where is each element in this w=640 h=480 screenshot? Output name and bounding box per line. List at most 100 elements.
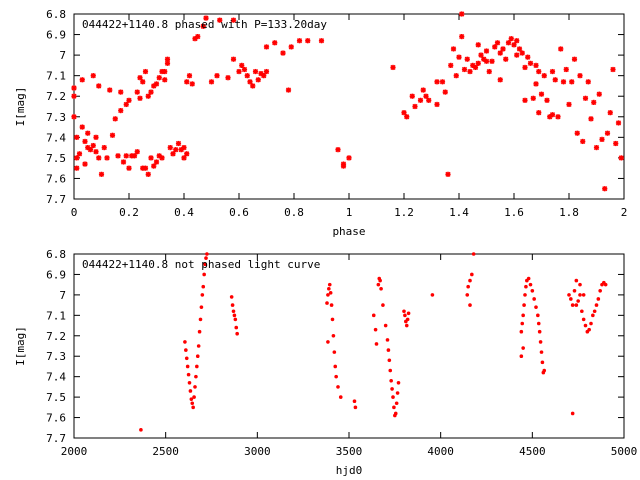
data-point <box>471 252 476 256</box>
data-point <box>374 342 379 346</box>
data-point <box>519 50 525 56</box>
data-point <box>378 278 382 283</box>
data-point <box>327 282 332 287</box>
data-point <box>538 340 543 344</box>
data-point <box>79 124 85 130</box>
data-point <box>71 93 77 99</box>
data-point <box>483 48 490 54</box>
data-point <box>610 66 616 73</box>
data-point <box>403 313 407 318</box>
y-tick-label: 7 <box>59 289 66 302</box>
y-tick-label: 7.1 <box>46 70 66 83</box>
x-tick-label: 1 <box>346 206 353 219</box>
data-point <box>390 64 396 71</box>
data-point <box>475 42 481 48</box>
data-point <box>191 405 195 410</box>
data-point <box>195 354 200 359</box>
data-point <box>148 155 154 161</box>
data-point <box>549 112 556 118</box>
data-point <box>386 348 391 352</box>
data-point <box>461 66 468 73</box>
x-tick-label: 0.6 <box>229 206 249 219</box>
data-point <box>185 364 190 369</box>
data-point <box>186 73 193 79</box>
data-point <box>142 165 149 171</box>
data-point <box>577 73 583 79</box>
data-point <box>536 321 541 326</box>
data-point <box>96 155 102 161</box>
x-tick-label: 4000 <box>427 445 454 458</box>
data-point <box>190 401 195 406</box>
data-point <box>137 75 143 81</box>
data-point <box>200 293 205 297</box>
data-point <box>467 68 473 75</box>
data-point <box>164 56 171 62</box>
data-point <box>346 155 352 161</box>
data-point <box>393 411 398 416</box>
data-point <box>187 381 192 385</box>
plot-frame <box>73 13 625 200</box>
data-point <box>139 428 143 432</box>
data-point <box>466 284 470 289</box>
data-point <box>181 155 187 161</box>
y-tick-label: 7.4 <box>46 131 66 144</box>
data-point <box>79 77 85 83</box>
data-point <box>193 385 197 389</box>
data-point <box>394 401 399 406</box>
data-point <box>241 66 248 73</box>
data-point <box>613 140 619 147</box>
data-point <box>585 79 591 85</box>
data-point <box>569 79 575 85</box>
data-point <box>396 381 401 385</box>
data-point <box>593 145 600 151</box>
data-point <box>296 38 303 44</box>
data-point <box>195 364 199 369</box>
y-tick-labels: 6.8 6.9 7 7.1 7.2 7.3 7.4 7.5 7.6 7.7 <box>46 248 66 445</box>
data-point <box>591 313 595 318</box>
data-point <box>145 171 151 177</box>
data-point <box>563 66 569 73</box>
data-point <box>327 286 331 291</box>
data-point <box>134 149 140 155</box>
data-point <box>470 272 474 277</box>
data-point <box>569 297 573 301</box>
data-point <box>250 83 256 89</box>
y-tick-label: 7.4 <box>46 371 66 384</box>
data-point <box>184 356 189 361</box>
data-point <box>90 73 96 79</box>
data-point <box>235 331 239 336</box>
y-axis-label: I[mag] <box>14 87 27 127</box>
x-tick-label: 0.2 <box>119 206 139 219</box>
data-point <box>589 321 593 326</box>
y-tick-label: 7.3 <box>46 111 66 124</box>
data-point <box>87 147 94 153</box>
data-point <box>381 303 385 307</box>
data-point <box>552 77 558 83</box>
data-point <box>173 147 179 153</box>
x-tick-label: 1.8 <box>559 206 579 219</box>
data-point <box>231 309 236 314</box>
x-axis-label: hjd0 <box>336 464 363 477</box>
data-point <box>395 391 400 395</box>
data-point <box>574 278 579 283</box>
data-point <box>104 155 110 161</box>
data-point <box>591 99 597 105</box>
data-point <box>186 372 191 377</box>
data-point <box>189 397 194 401</box>
data-point <box>578 293 582 297</box>
data-point <box>503 56 509 62</box>
data-point <box>533 81 539 87</box>
x-tick-labels: 2000 2500 3000 3500 4000 4500 5000 <box>61 445 638 458</box>
data-point <box>71 114 77 120</box>
data-point <box>225 75 231 81</box>
data-point <box>464 56 470 62</box>
data-point <box>604 130 611 136</box>
data-point <box>208 79 215 85</box>
raw-light-curve-chart: 6.8 6.9 7 7.1 7.2 7.3 7.4 7.5 7.6 7.7 2000 2500 300… <box>14 248 637 477</box>
data-point <box>497 77 503 83</box>
data-point <box>373 327 378 332</box>
data-point <box>538 91 545 97</box>
data-point <box>558 46 564 52</box>
data-point <box>280 50 286 56</box>
